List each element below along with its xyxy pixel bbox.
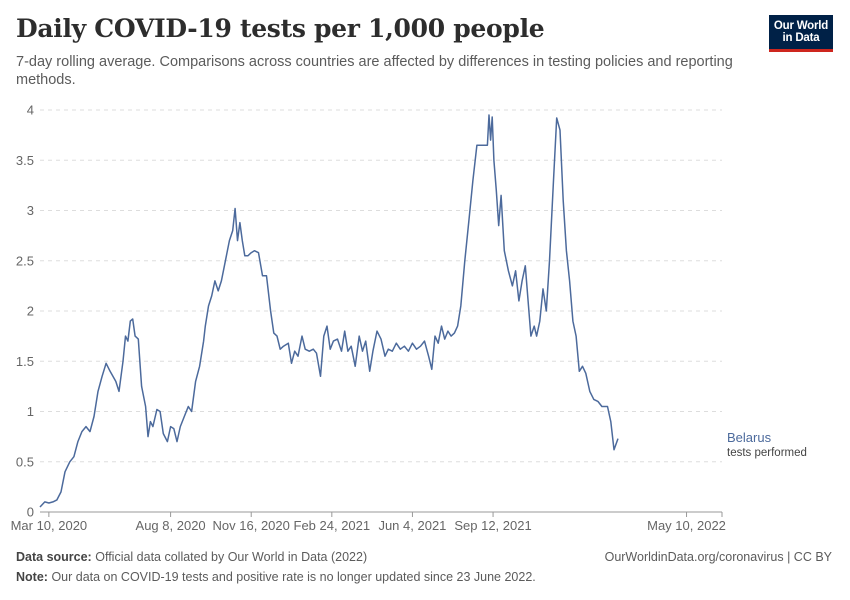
y-tick-label: 0.5 xyxy=(16,454,34,469)
x-tick-label: Feb 24, 2021 xyxy=(294,518,371,533)
x-tick-label: Nov 16, 2020 xyxy=(213,518,290,533)
y-tick-label: 2 xyxy=(27,304,34,319)
x-tick-label: Aug 8, 2020 xyxy=(136,518,206,533)
y-tick-label: 4 xyxy=(27,103,34,118)
logo-line-1: Our World xyxy=(773,20,829,32)
x-tick-label: Sep 12, 2021 xyxy=(454,518,531,533)
series-sublabel: tests performed xyxy=(727,447,807,459)
y-tick-label: 3.5 xyxy=(16,153,34,168)
chart-title: Daily COVID-19 tests per 1,000 people xyxy=(16,14,545,43)
x-tick-label: May 10, 2022 xyxy=(647,518,726,533)
footnote-label: Note: xyxy=(16,570,48,584)
data-source-label: Data source: xyxy=(16,550,92,564)
y-tick-label: 2.5 xyxy=(16,253,34,268)
footnote: Note: Our data on COVID-19 tests and pos… xyxy=(16,570,536,584)
footnote-text: Our data on COVID-19 tests and positive … xyxy=(51,570,536,584)
data-source-text: Official data collated by Our World in D… xyxy=(95,550,368,564)
source-link[interactable]: OurWorldinData.org/coronavirus | CC BY xyxy=(604,550,832,564)
y-tick-label: 1.5 xyxy=(16,354,34,369)
chart-subtitle: 7-day rolling average. Comparisons acros… xyxy=(16,54,733,88)
logo-line-2: in Data xyxy=(782,32,820,44)
series-line-belarus xyxy=(39,114,619,508)
data-source: Data source: Official data collated by O… xyxy=(16,550,367,564)
y-tick-label: 3 xyxy=(27,203,34,218)
x-tick-label: Mar 10, 2020 xyxy=(11,518,88,533)
y-tick-label: 0 xyxy=(27,505,34,520)
owid-logo[interactable]: Our World in Data xyxy=(769,15,833,52)
series-label-belarus: Belarus xyxy=(727,430,772,445)
x-tick-label: Jun 4, 2021 xyxy=(378,518,446,533)
y-tick-label: 1 xyxy=(27,404,34,419)
